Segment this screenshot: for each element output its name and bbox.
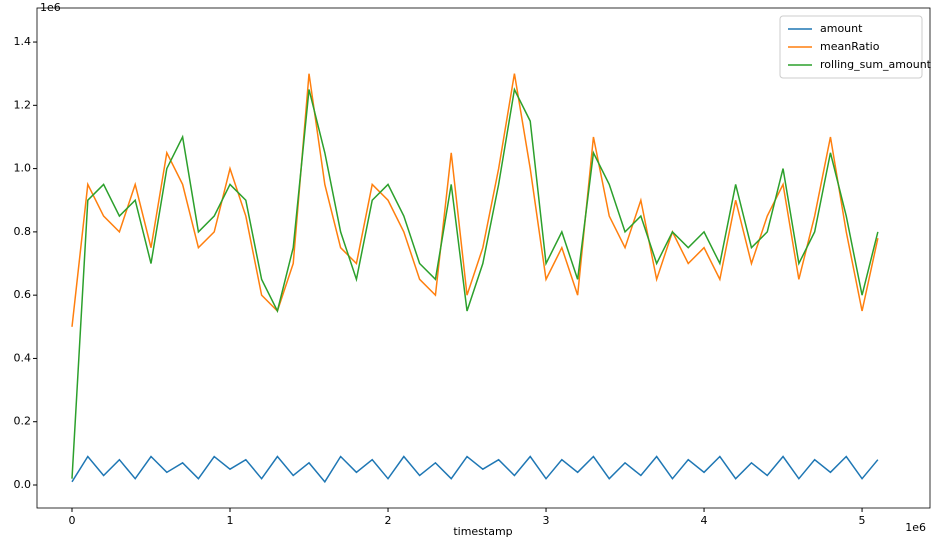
series-line <box>71 87 879 479</box>
plot-frame <box>36 7 931 509</box>
legend-label: meanRatio <box>820 40 880 53</box>
y-tick-label: 1.0 <box>14 162 32 175</box>
x-tick-label: 4 <box>701 514 708 527</box>
y-tick-label: 0.4 <box>14 351 32 364</box>
y-tick-label: 0.6 <box>14 288 32 301</box>
legend-label: rolling_sum_amount <box>820 58 932 71</box>
x-tick-label: 2 <box>385 514 392 527</box>
y-tick-label: 1.2 <box>14 98 32 111</box>
y-tick-label: 0.2 <box>14 415 32 428</box>
x-tick-label: 1 <box>227 514 234 527</box>
y-tick-label: 0.0 <box>14 478 32 491</box>
legend-label: amount <box>820 22 863 35</box>
x-axis-label: timestamp <box>453 525 512 538</box>
y-tick-label: 0.8 <box>14 225 32 238</box>
legend: amount meanRatio rolling_sum_amount <box>779 15 932 79</box>
series-line <box>71 455 879 484</box>
x-offset-label: 1e6 <box>905 521 926 534</box>
y-tick-label: 1.4 <box>14 35 32 48</box>
x-tick-label: 0 <box>68 514 75 527</box>
y-offset-label: 1e6 <box>40 1 61 14</box>
series-line <box>71 73 879 327</box>
x-tick-label: 5 <box>859 514 866 527</box>
x-tick-label: 3 <box>543 514 550 527</box>
legend-frame <box>779 15 923 79</box>
